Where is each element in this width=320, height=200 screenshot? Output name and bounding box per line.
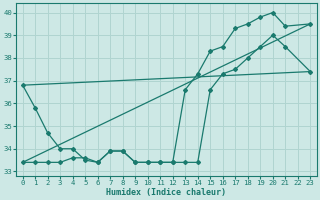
X-axis label: Humidex (Indice chaleur): Humidex (Indice chaleur) <box>107 188 227 197</box>
